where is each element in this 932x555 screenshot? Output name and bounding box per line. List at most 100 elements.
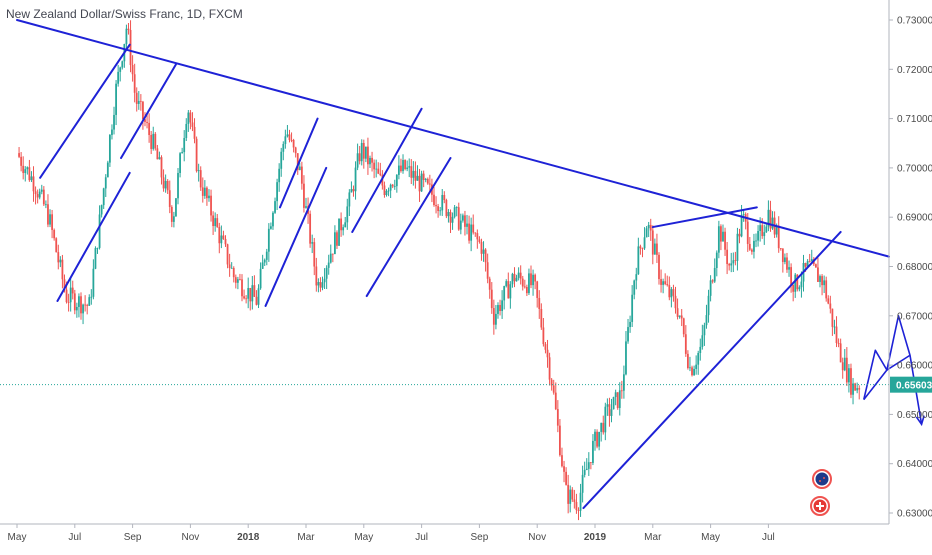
candle-body	[373, 162, 376, 170]
candle	[397, 155, 400, 180]
trendline[interactable]	[39, 43, 131, 179]
candle	[373, 159, 376, 179]
candle	[781, 248, 784, 273]
candle-body	[561, 455, 563, 467]
candle-body	[418, 175, 421, 192]
candle-body	[466, 223, 468, 227]
candle	[507, 272, 510, 299]
candle-body	[647, 224, 650, 229]
candle-body	[282, 144, 285, 152]
candle	[311, 234, 314, 254]
candle-body	[486, 262, 489, 279]
candle	[753, 233, 755, 259]
candle	[641, 247, 644, 258]
candle-body	[623, 374, 625, 391]
candle-body	[598, 431, 601, 447]
candle-body	[391, 184, 394, 187]
candle-body	[530, 273, 532, 286]
candle-body	[563, 466, 565, 472]
candle	[720, 224, 722, 251]
candle-body	[845, 357, 848, 383]
y-tick-label: 0.66000	[897, 361, 932, 372]
candle	[193, 118, 196, 144]
candle-body	[848, 368, 850, 383]
candle-body	[278, 168, 281, 183]
projection-path[interactable]	[862, 314, 923, 425]
candle	[294, 146, 297, 158]
trendline[interactable]	[651, 206, 758, 229]
nzd-flag-icon[interactable]	[812, 469, 832, 489]
candle-body	[108, 134, 111, 163]
candle	[342, 224, 345, 236]
candle	[84, 295, 87, 312]
candle-body	[416, 175, 419, 181]
trendline[interactable]	[120, 63, 177, 160]
candle	[408, 158, 411, 178]
trendline[interactable]	[351, 107, 423, 233]
candle-body	[490, 289, 493, 309]
candle	[325, 265, 328, 290]
candle-body	[720, 226, 722, 242]
candle-body	[127, 28, 130, 31]
candle	[779, 248, 782, 251]
candle-body	[513, 273, 516, 282]
candle	[71, 280, 74, 300]
trendline[interactable]	[264, 166, 328, 307]
candle	[38, 188, 41, 200]
candle-body	[156, 148, 159, 160]
candle	[837, 338, 840, 348]
candle	[181, 147, 184, 154]
candle	[154, 132, 157, 151]
candle-body	[759, 225, 762, 232]
candle	[596, 429, 598, 449]
candle	[104, 174, 107, 198]
y-tick-label: 0.73000	[897, 16, 932, 27]
trendline[interactable]	[365, 157, 452, 298]
candle	[540, 303, 543, 330]
trendline[interactable]	[278, 117, 319, 209]
candle	[387, 187, 390, 197]
trendline[interactable]	[56, 171, 131, 303]
candle-body	[152, 133, 155, 149]
candle-body	[841, 362, 844, 371]
candle-body	[519, 272, 522, 279]
candle	[643, 227, 646, 250]
candle	[150, 130, 153, 155]
candle-body	[199, 170, 202, 188]
candle-body	[612, 397, 615, 410]
candle-body	[57, 252, 60, 263]
candle-body	[678, 315, 681, 317]
candle	[817, 257, 819, 282]
candle-body	[579, 492, 582, 511]
candle	[389, 183, 392, 199]
candle	[457, 202, 460, 231]
candle	[612, 396, 615, 410]
candle	[825, 276, 828, 302]
candle-body	[121, 61, 124, 68]
candle	[662, 278, 665, 294]
candle-body	[146, 121, 148, 123]
projection-path[interactable]	[863, 354, 911, 401]
candle-body	[42, 189, 45, 205]
trendline[interactable]	[582, 230, 842, 510]
candle	[713, 258, 716, 283]
candle-body	[761, 225, 764, 237]
candle	[102, 187, 105, 209]
candle	[420, 170, 423, 192]
candle	[362, 139, 365, 169]
candle-body	[336, 232, 338, 246]
candle-body	[154, 133, 157, 149]
candle-body	[115, 83, 117, 115]
candle-body	[765, 226, 768, 233]
candle-body	[206, 187, 208, 199]
candle	[253, 275, 256, 298]
candle-body	[753, 240, 755, 252]
candle-body	[286, 134, 289, 137]
chf-flag-icon[interactable]	[810, 496, 830, 516]
candle-body	[189, 112, 192, 123]
candle-body	[212, 215, 215, 227]
trendline[interactable]	[16, 19, 890, 258]
candle-body	[709, 280, 712, 296]
candle	[257, 284, 260, 309]
